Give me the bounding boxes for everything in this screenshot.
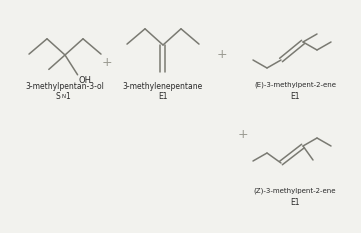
Text: 3-methylenepentane: 3-methylenepentane <box>123 82 203 91</box>
Text: E1: E1 <box>158 92 168 101</box>
Text: +: + <box>217 48 227 62</box>
Text: (Z)-3-methylpent-2-ene: (Z)-3-methylpent-2-ene <box>254 188 336 195</box>
Text: OH: OH <box>78 76 91 85</box>
Text: E1: E1 <box>290 92 300 101</box>
Text: (E)-3-methylpent-2-ene: (E)-3-methylpent-2-ene <box>254 82 336 89</box>
Text: 1: 1 <box>65 92 70 101</box>
Text: 3-methylpentan-3-ol: 3-methylpentan-3-ol <box>26 82 104 91</box>
Text: E1: E1 <box>290 198 300 207</box>
Text: +: + <box>102 55 112 69</box>
Text: +: + <box>238 129 248 141</box>
Text: S: S <box>56 92 61 101</box>
Text: N: N <box>61 93 66 99</box>
